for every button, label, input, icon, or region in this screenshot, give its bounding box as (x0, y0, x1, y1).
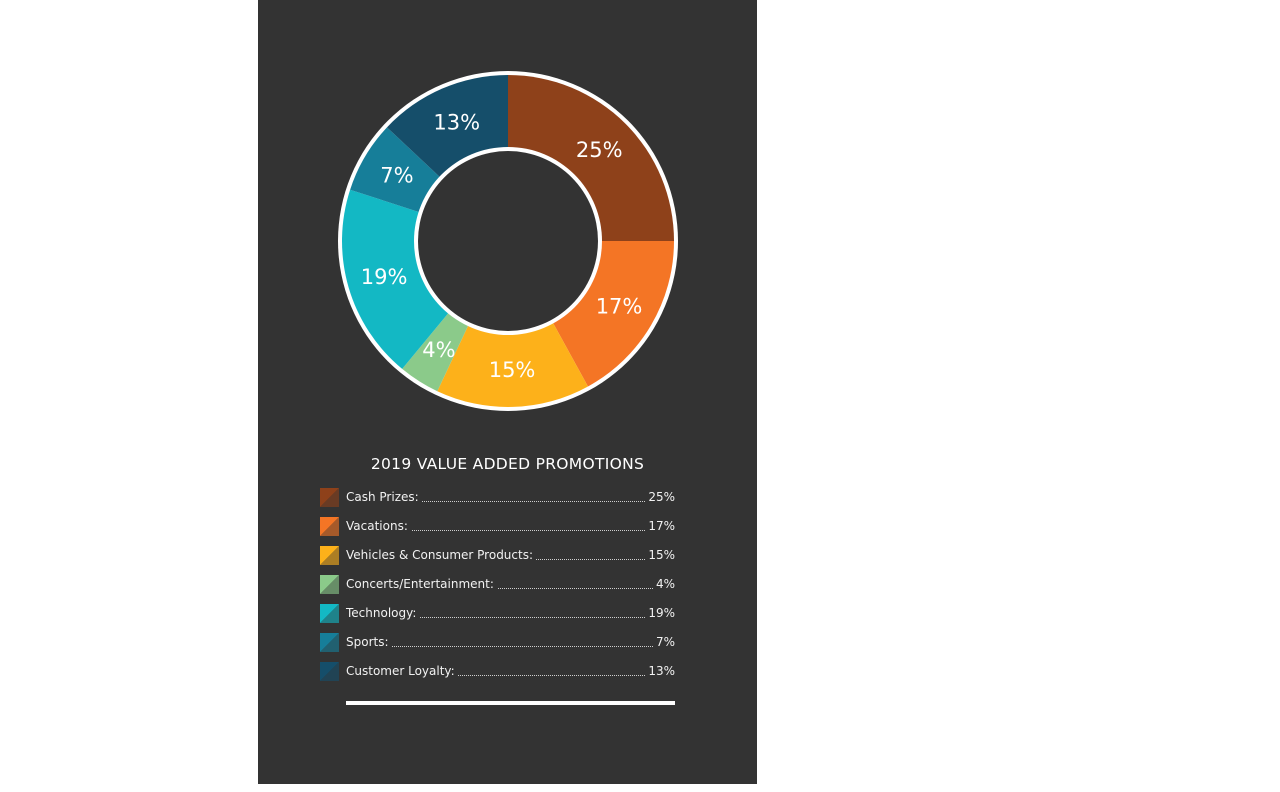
legend-label: Sports: (346, 635, 392, 649)
legend-swatch-5 (320, 633, 339, 652)
legend-value: 4% (652, 577, 675, 591)
slice-label-1: 17% (596, 295, 643, 319)
legend-item: Sports: 7% (320, 632, 675, 661)
legend: Cash Prizes: 25% Vacations: 17% Vehicles & C… (320, 487, 675, 690)
legend-value: 7% (652, 635, 675, 649)
legend-item: Vehicles & Consumer Products: 15% (320, 545, 675, 574)
legend-label: Vehicles & Consumer Products: (346, 548, 537, 562)
legend-item: Vacations: 17% (320, 516, 675, 545)
legend-leader-dots (346, 675, 675, 676)
legend-label: Customer Loyalty: (346, 664, 458, 678)
legend-swatch-4 (320, 604, 339, 623)
legend-item: Concerts/Entertainment: 4% (320, 574, 675, 603)
legend-leader-dots (346, 530, 675, 531)
legend-value: 13% (645, 664, 675, 678)
legend-value: 25% (645, 490, 675, 504)
divider-rule (346, 701, 675, 705)
legend-value: 19% (645, 606, 675, 620)
legend-item: Technology: 19% (320, 603, 675, 632)
legend-label: Vacations: (346, 519, 411, 533)
legend-value: 15% (645, 548, 675, 562)
legend-swatch-2 (320, 546, 339, 565)
donut-hole (418, 151, 598, 331)
legend-label: Technology: (346, 606, 420, 620)
legend-item: Customer Loyalty: 13% (320, 661, 675, 690)
infographic-panel: 25% 17% 15% 4% 19% 7% 13% 2019 VALUE ADDED PRO… (258, 0, 757, 784)
donut-chart: 25% 17% 15% 4% 19% 7% 13% (338, 71, 678, 411)
slice-label-3: 4% (422, 338, 455, 362)
slice-label-2: 15% (489, 358, 536, 382)
legend-leader-dots (346, 588, 675, 589)
legend-item: Cash Prizes: 25% (320, 487, 675, 516)
slice-label-4: 19% (361, 265, 408, 289)
legend-swatch-3 (320, 575, 339, 594)
legend-swatch-6 (320, 662, 339, 681)
legend-leader-dots (346, 617, 675, 618)
legend-swatch-1 (320, 517, 339, 536)
legend-value: 17% (645, 519, 675, 533)
legend-swatch-0 (320, 488, 339, 507)
legend-label: Concerts/Entertainment: (346, 577, 497, 591)
slice-label-5: 7% (380, 163, 413, 187)
legend-label: Cash Prizes: (346, 490, 422, 504)
legend-leader-dots (346, 501, 675, 502)
legend-leader-dots (346, 646, 675, 647)
slice-label-0: 25% (576, 138, 623, 162)
chart-title: 2019 VALUE ADDED PROMOTIONS (370, 455, 645, 473)
slice-label-6: 13% (433, 111, 480, 135)
